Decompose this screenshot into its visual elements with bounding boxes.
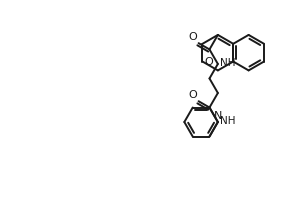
Text: NH: NH bbox=[220, 58, 235, 68]
Text: NH: NH bbox=[220, 116, 235, 126]
Text: N: N bbox=[214, 111, 222, 121]
Text: O: O bbox=[189, 90, 198, 100]
Text: O: O bbox=[189, 32, 198, 42]
Text: O: O bbox=[204, 57, 213, 67]
